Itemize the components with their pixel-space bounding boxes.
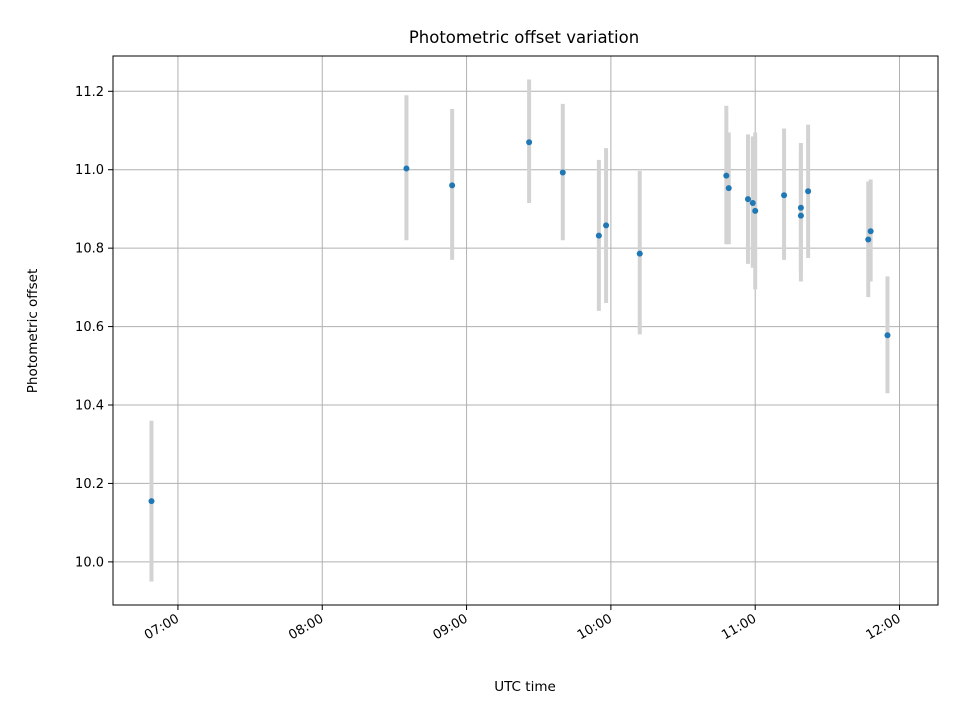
y-tick-label: 11.2 <box>75 85 104 100</box>
data-points <box>148 139 891 505</box>
data-point <box>595 232 602 239</box>
x-tick-label: 12:00 <box>864 611 904 643</box>
grid <box>113 56 938 605</box>
x-tick-label: 11:00 <box>719 611 759 643</box>
data-point <box>865 236 872 243</box>
x-tick-label: 07:00 <box>142 611 182 643</box>
data-point <box>723 172 730 179</box>
y-tick-label: 10.4 <box>75 399 104 414</box>
x-axis: 07:00 08:00 09:00 10:00 11:00 12:00 <box>142 605 904 643</box>
y-axis: 10.0 10.2 10.4 10.6 10.8 11.0 11.2 <box>75 85 113 570</box>
data-point <box>752 207 759 214</box>
data-point <box>781 192 788 199</box>
data-point <box>749 200 756 207</box>
y-tick-label: 10.8 <box>75 242 104 257</box>
y-tick-label: 10.0 <box>75 555 104 570</box>
y-tick-label: 10.6 <box>75 320 104 335</box>
data-point <box>403 165 410 172</box>
data-point <box>884 332 891 339</box>
x-tick-label: 10:00 <box>575 611 615 643</box>
error-bars <box>149 79 890 582</box>
data-point <box>744 196 751 203</box>
data-point <box>148 498 155 505</box>
data-point <box>636 250 643 257</box>
data-point <box>797 204 804 211</box>
y-tick-label: 11.0 <box>75 163 104 178</box>
data-point <box>526 139 533 146</box>
data-point <box>603 222 610 229</box>
y-tick-label: 10.2 <box>75 477 104 492</box>
plot-frame <box>112 55 939 606</box>
data-point <box>449 182 456 189</box>
chart-title: Photometric offset variation <box>409 28 639 47</box>
x-tick-label: 09:00 <box>431 611 471 643</box>
data-point <box>805 188 812 195</box>
data-point <box>559 169 566 176</box>
data-point <box>867 228 874 235</box>
y-axis-label: Photometric offset <box>25 269 41 393</box>
x-axis-label: UTC time <box>494 679 556 695</box>
data-point <box>797 212 804 219</box>
data-point <box>725 185 732 192</box>
x-tick-label: 08:00 <box>286 611 326 643</box>
